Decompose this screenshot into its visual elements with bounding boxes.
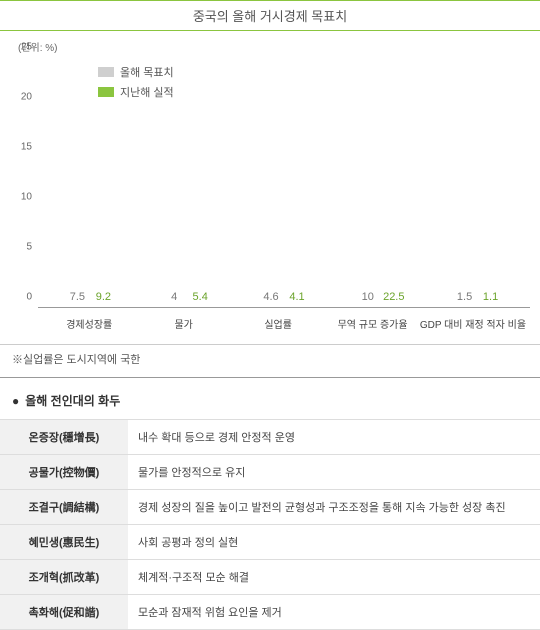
table-key: 온증장(穩增長) bbox=[0, 420, 128, 455]
y-tick: 10 bbox=[21, 192, 32, 203]
root: 중국의 올해 거시경제 목표치 (단위: %) 0510152025 올해 목표… bbox=[0, 0, 540, 630]
bar-value-label: 5.4 bbox=[193, 291, 208, 303]
x-labels: 경제성장률물가실업률무역 규모 증가율GDP 대비 재정 적자 비율 bbox=[38, 310, 530, 338]
bar-value-label: 10 bbox=[362, 291, 374, 303]
bar-value-label: 4.6 bbox=[263, 291, 278, 303]
bar-value-label: 22.5 bbox=[383, 291, 404, 303]
chart-area: 0510152025 올해 목표치 지난해 실적 7.59.245.44.64.… bbox=[10, 58, 530, 338]
table-key: 조결구(調結構) bbox=[0, 490, 128, 525]
table-val: 물가를 안정적으로 유지 bbox=[128, 455, 540, 490]
x-label: 경제성장률 bbox=[42, 316, 136, 338]
x-label: 실업률 bbox=[231, 316, 325, 338]
bar-value-label: 4 bbox=[171, 291, 177, 303]
bar-value-label: 4.1 bbox=[289, 291, 304, 303]
bar-value-label: 1.1 bbox=[483, 291, 498, 303]
chart-title: 중국의 올해 거시경제 목표치 bbox=[0, 0, 540, 31]
unit-label: (단위: %) bbox=[18, 39, 540, 54]
table-row: 혜민생(惠民生)사회 공평과 정의 실현 bbox=[0, 525, 540, 560]
bars: 7.5 9.2 4 5.4 4.6 4.1 10 22.5 1.5 1.1 bbox=[38, 58, 530, 307]
table-val: 모순과 잠재적 위험 요인을 제거 bbox=[128, 595, 540, 630]
section-title: 올해 전인대의 화두 bbox=[0, 378, 540, 419]
x-label: 무역 규모 증가율 bbox=[325, 316, 419, 338]
y-tick: 25 bbox=[21, 42, 32, 53]
table-row: 조결구(調結構)경제 성장의 질을 높이고 발전의 균형성과 구조조정을 통해 … bbox=[0, 490, 540, 525]
chart-note: ※실업률은 도시지역에 국한 bbox=[0, 344, 540, 378]
table-key: 조개혁(抓改革) bbox=[0, 560, 128, 595]
y-tick: 20 bbox=[21, 92, 32, 103]
plot: 올해 목표치 지난해 실적 7.59.245.44.64.11022.51.51… bbox=[38, 58, 530, 308]
table-val: 체계적·구조적 모순 해결 bbox=[128, 560, 540, 595]
table-val: 사회 공평과 정의 실현 bbox=[128, 525, 540, 560]
x-label: 물가 bbox=[136, 316, 230, 338]
x-label: GDP 대비 재정 적자 비율 bbox=[420, 316, 526, 338]
table-row: 조개혁(抓改革)체계적·구조적 모순 해결 bbox=[0, 560, 540, 595]
bar-value-label: 9.2 bbox=[96, 291, 111, 303]
bar-value-label: 7.5 bbox=[70, 291, 85, 303]
y-tick: 0 bbox=[26, 292, 32, 303]
table-key: 촉화해(促和諧) bbox=[0, 595, 128, 630]
y-tick: 5 bbox=[26, 242, 32, 253]
table-key: 공물가(控物價) bbox=[0, 455, 128, 490]
bar-value-label: 1.5 bbox=[457, 291, 472, 303]
topic-table: 온증장(穩增長)내수 확대 등으로 경제 안정적 운영공물가(控物價)물가를 안… bbox=[0, 419, 540, 630]
y-tick: 15 bbox=[21, 142, 32, 153]
table-row: 공물가(控物價)물가를 안정적으로 유지 bbox=[0, 455, 540, 490]
table-row: 온증장(穩增長)내수 확대 등으로 경제 안정적 운영 bbox=[0, 420, 540, 455]
y-axis: 0510152025 bbox=[10, 58, 36, 308]
table-val: 내수 확대 등으로 경제 안정적 운영 bbox=[128, 420, 540, 455]
table-key: 혜민생(惠民生) bbox=[0, 525, 128, 560]
table-row: 촉화해(促和諧)모순과 잠재적 위험 요인을 제거 bbox=[0, 595, 540, 630]
table-val: 경제 성장의 질을 높이고 발전의 균형성과 구조조정을 통해 지속 가능한 성… bbox=[128, 490, 540, 525]
